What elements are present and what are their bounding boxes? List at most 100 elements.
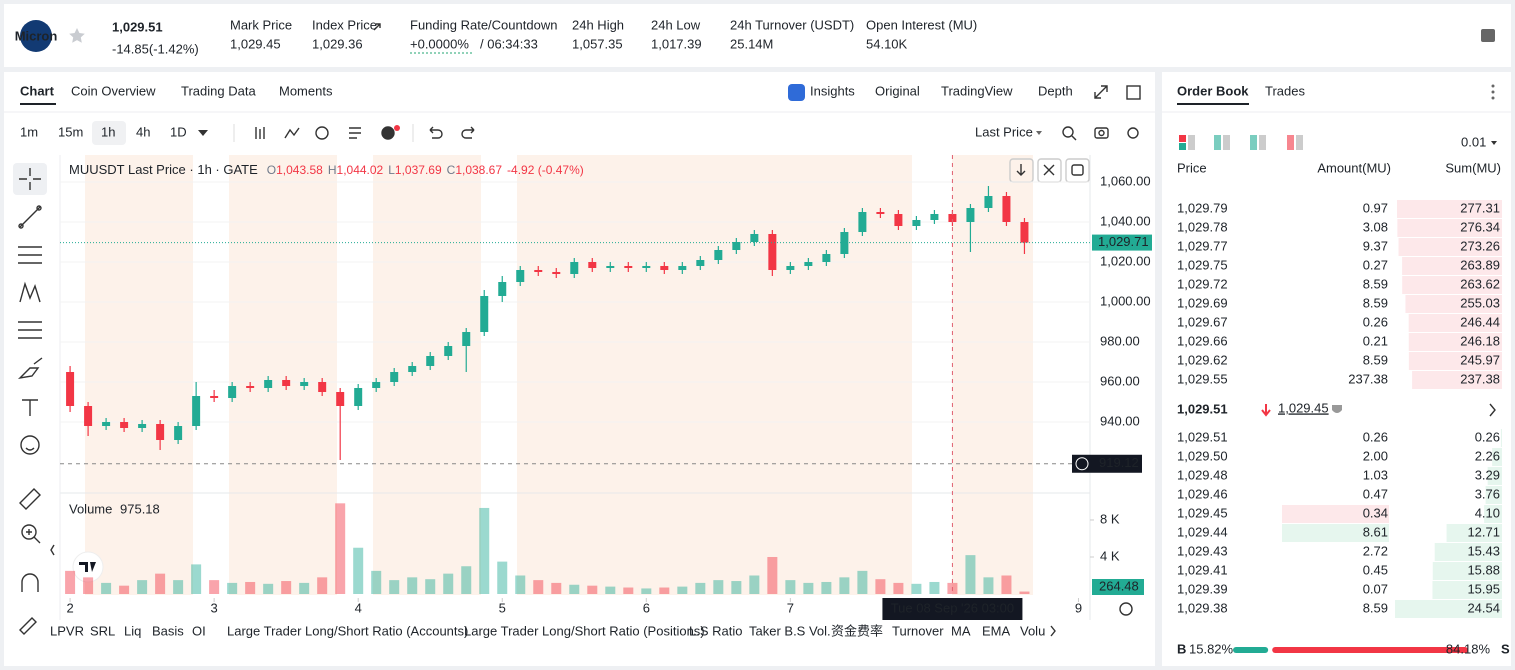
price: 1,029.46 [1177, 486, 1228, 501]
asks-depth [1412, 371, 1502, 389]
volume-bar [875, 579, 886, 594]
amount: 8.59 [1363, 352, 1388, 367]
column-header: Price [1177, 160, 1207, 175]
sum: 15.43 [1467, 543, 1500, 558]
candle-body [804, 262, 813, 266]
stat-value: 1,017.39 [651, 36, 702, 51]
volume-tick-label: 4 K [1100, 548, 1120, 563]
expand-icon[interactable] [1094, 85, 1108, 99]
volume-bar [551, 582, 562, 594]
sum: 273.26 [1460, 238, 1500, 253]
volume-bar [227, 582, 238, 594]
volume-title: Volume [69, 501, 112, 516]
precision-caret[interactable] [1491, 141, 1497, 145]
candle-body [840, 232, 849, 254]
volume-bar [497, 561, 508, 594]
bids-depth [1500, 429, 1502, 447]
sum: 3.29 [1475, 467, 1500, 482]
legend-symbol: MUUSDT Last Price · 1h · GATE [69, 162, 258, 177]
view-tab: TradingView [941, 83, 1013, 98]
price: 1,029.41 [1177, 562, 1228, 577]
indicator-scroll[interactable] [1050, 625, 1056, 637]
volume-bar [767, 556, 778, 594]
volume-bar [65, 570, 76, 594]
candle-body [606, 266, 615, 268]
y-tick-label: 960.00 [1100, 373, 1140, 388]
sum: 12.71 [1467, 524, 1500, 539]
insights-icon[interactable] [788, 84, 805, 101]
volume-bar [911, 583, 922, 594]
last-volume-label: 264.48 [1099, 578, 1139, 593]
more-icon[interactable] [1491, 84, 1495, 100]
volume-bar [461, 566, 472, 594]
candle-body [102, 422, 111, 426]
price-type: Last Price [975, 124, 1033, 139]
header-panel [4, 4, 1511, 67]
price: 1,029.79 [1177, 200, 1228, 215]
bids-depth [1432, 581, 1502, 599]
asks-depth [1408, 352, 1502, 370]
buy-ratio: 15.82% [1189, 641, 1234, 656]
orderbook-tab: Trades [1265, 83, 1305, 98]
sum: 15.88 [1467, 562, 1500, 577]
sum: 3.76 [1475, 486, 1500, 501]
collapse-toggle[interactable] [50, 544, 55, 556]
volume-bar [695, 582, 706, 594]
buy-key: B [1177, 641, 1186, 656]
candle-body [516, 270, 525, 282]
interval: 1m [20, 124, 38, 139]
sum: 0.26 [1475, 429, 1500, 444]
stat-label: Index Price [312, 17, 377, 32]
price: 1,029.38 [1177, 600, 1228, 615]
volume-bar [299, 582, 310, 594]
price: 1,029.43 [1177, 543, 1228, 558]
link-icon[interactable] [373, 23, 381, 31]
candle-body [642, 266, 651, 268]
stat-label: Mark Price [230, 17, 292, 32]
candle-body [174, 426, 183, 440]
volume-bar [479, 507, 490, 594]
indicator: Large Trader Long/Short Ratio (Positions… [464, 623, 705, 638]
interval-caret[interactable] [198, 130, 208, 136]
window-icon[interactable] [1126, 85, 1141, 100]
drawing-tools[interactable] [17, 168, 43, 635]
volume-bar [155, 573, 166, 594]
interval: 15m [58, 124, 83, 139]
toolbar-icons[interactable] [255, 126, 1139, 141]
sum: 255.03 [1460, 295, 1500, 310]
favorite-star[interactable] [69, 28, 85, 43]
candle-body [120, 422, 129, 428]
candle-body [714, 250, 723, 260]
candle-body [768, 234, 777, 270]
chart-tab: Coin Overview [71, 83, 156, 98]
amount: 1.03 [1363, 467, 1388, 482]
crosshair-x-tag [882, 598, 1023, 620]
orderbook-tab: Order Book [1177, 83, 1249, 98]
indicator: 资金费率 [831, 623, 883, 638]
interval-active-bg [92, 121, 126, 145]
amount: 237.38 [1348, 371, 1388, 386]
volume-bar [1001, 575, 1012, 594]
amount: 8.61 [1363, 524, 1388, 539]
volume-bar [713, 580, 724, 594]
interval: 1D [170, 124, 187, 139]
candle-body [1002, 196, 1011, 222]
candle-body [390, 372, 399, 382]
x-tick-label: 4 [355, 600, 362, 615]
active-tab-underline [20, 103, 56, 105]
price: 1,029.67 [1177, 314, 1228, 329]
candle-body [156, 424, 165, 440]
asks-depth [1398, 238, 1502, 256]
crosshair-y-label: 919.12 [1099, 455, 1139, 470]
menu-icon[interactable] [1481, 29, 1495, 42]
price: 1,029.55 [1177, 371, 1228, 386]
orderbook-view-icons[interactable] [1179, 135, 1303, 150]
sell-ratio: 84.18% [1446, 641, 1491, 656]
legend-key: C [447, 163, 456, 177]
amount: 9.37 [1363, 238, 1388, 253]
mid-more[interactable] [1489, 403, 1496, 417]
sum: 276.34 [1460, 219, 1500, 234]
price-type-caret[interactable] [1036, 131, 1042, 135]
y-tick-label: 1,000.00 [1100, 293, 1151, 308]
